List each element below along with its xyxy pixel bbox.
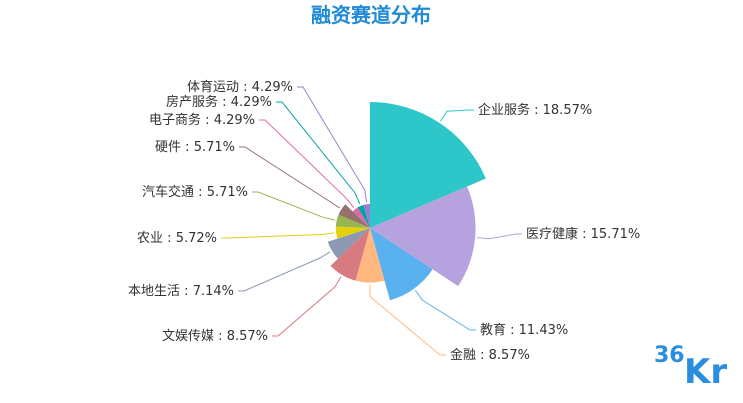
leader-line (259, 119, 355, 209)
slice-label: 教育 : 11.43% (480, 322, 568, 338)
pie-slice[interactable] (370, 228, 433, 301)
leader-line (252, 191, 335, 221)
chart-title: 融资赛道分布 (311, 3, 431, 27)
pie-slice[interactable] (355, 228, 385, 283)
pie-slice[interactable] (357, 204, 370, 228)
pie-slice[interactable] (338, 204, 370, 228)
watermark-letters: Kr (684, 352, 727, 392)
leader-line (297, 86, 367, 203)
pie-slice[interactable] (352, 207, 370, 228)
watermark-digits: 36 (654, 343, 685, 368)
leader-line (440, 109, 474, 122)
pie-slice[interactable] (370, 186, 476, 287)
leader-line (276, 101, 361, 205)
pie-slice[interactable] (327, 228, 370, 259)
slice-labels: 企业服务 : 18.57% 医疗健康 : 15.71% 教育 : 11.43% 金融 … (128, 79, 640, 363)
slice-label: 硬件 : 5.71% (155, 140, 235, 155)
leader-line (414, 290, 476, 331)
leader-lines (221, 86, 522, 356)
watermark-logo: 36 Kr (654, 343, 727, 392)
leader-line (238, 251, 331, 292)
slice-label: 农业 : 5.72% (137, 231, 217, 246)
leader-line (221, 232, 335, 239)
slice-label: 汽车交通 : 5.71% (142, 184, 248, 200)
slice-label: 文娱传媒 : 8.57% (162, 329, 268, 344)
pie-slice[interactable] (370, 102, 486, 228)
pie-slices (327, 102, 486, 301)
leader-line (272, 276, 342, 337)
leader-line (369, 284, 446, 356)
slice-label: 企业服务 : 18.57% (478, 102, 592, 118)
pie-slice[interactable] (335, 214, 370, 228)
slice-label: 金融 : 8.57% (450, 347, 530, 363)
slice-label: 体育运动 : 4.29% (187, 79, 293, 95)
pie-slice[interactable] (335, 226, 370, 239)
leader-line (477, 233, 522, 240)
pie-slice[interactable] (330, 228, 370, 281)
slice-label: 医疗健康 : 15.71% (526, 226, 640, 242)
pie-slice[interactable] (363, 204, 370, 228)
slice-label: 房产服务 : 4.29% (166, 94, 272, 110)
leader-line (239, 146, 341, 209)
slice-label: 电子商务 : 4.29% (149, 112, 255, 128)
slice-label: 本地生活 : 7.14% (128, 284, 234, 299)
